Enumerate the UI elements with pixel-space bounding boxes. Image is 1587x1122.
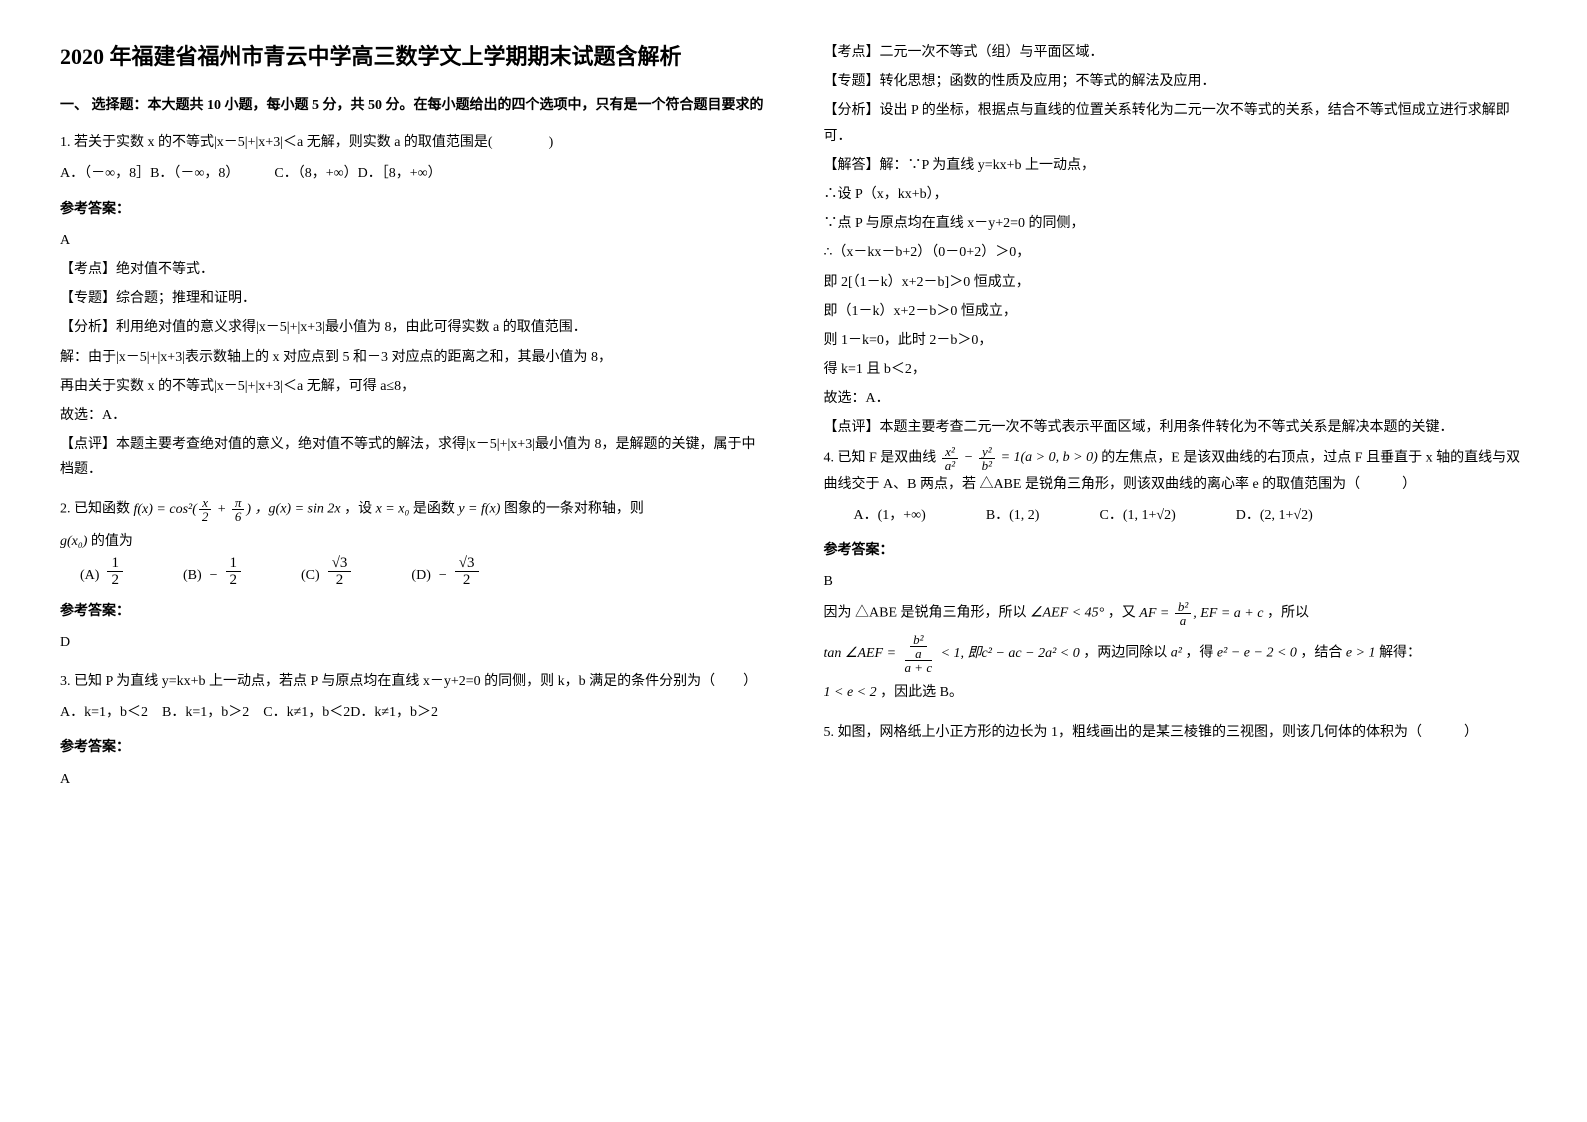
question-3: 3. 已知 P 为直线 y=kx+b 上一动点，若点 P 与原点均在直线 x－y… xyxy=(60,669,764,792)
q3-answer-label: 参考答案： xyxy=(60,735,764,760)
r-sol4: 即 2[（1－k）x+2－b]＞0 恒成立， xyxy=(824,270,1528,295)
q1-kaodian: 【考点】绝对值不等式． xyxy=(60,257,764,282)
q2-final: 的值为 xyxy=(91,534,133,549)
q3-text: 3. 已知 P 为直线 y=kx+b 上一动点，若点 P 与原点均在直线 x－y… xyxy=(60,669,764,694)
r-sol8: 故选：A． xyxy=(824,386,1528,411)
question-2: 2. 已知函数 f(x) = cos²(x2 + π6) ，g(x) = sin… xyxy=(60,496,764,655)
q1-text: 1. 若关于实数 x 的不等式|x－5|+|x+3|＜a 无解，则实数 a 的取… xyxy=(60,130,764,155)
q4-opt-d: D．(2, 1+√2) xyxy=(1236,503,1313,528)
r-sol5: 即（1－k）x+2－b＞0 恒成立， xyxy=(824,299,1528,324)
q4-text: 4. 已知 F 是双曲线 x²a² − y²b² = 1(a > 0, b > … xyxy=(824,445,1528,497)
r-sol2: ∵点 P 与原点均在直线 x－y+2=0 的同侧， xyxy=(824,211,1528,236)
q4-opt-c: C．(1, 1+√2) xyxy=(1099,503,1175,528)
r-dianping: 【点评】本题主要考查二元一次不等式表示平面区域，利用条件转化为不等式关系是解决本… xyxy=(824,415,1528,440)
q1-options: A．（－∞，8］B．（－∞，8） C．（8，+∞）D．［8，+∞） xyxy=(60,161,764,186)
q4-answer: B xyxy=(824,569,1528,594)
q2-gx: ，g(x) = sin 2x xyxy=(255,502,341,517)
q2-answer: D xyxy=(60,630,764,655)
q4-sol1: 因为 △ABE 是锐角三角形，所以 ∠AEF < 45° ，又 AF = b²a… xyxy=(824,600,1528,627)
section-header: 一、 选择题：本大题共 10 小题，每小题 5 分，共 50 分。在每小题给出的… xyxy=(60,93,764,118)
q1-fenxi: 【分析】利用绝对值的意义求得|x－5|+|x+3|最小值为 8，由此可得实数 a… xyxy=(60,315,764,340)
q2-gx0-line: g(x₀) 的值为 xyxy=(60,529,764,554)
r-sol1: ∴设 P（x，kx+b）， xyxy=(824,182,1528,207)
question-1: 1. 若关于实数 x 的不等式|x－5|+|x+3|＜a 无解，则实数 a 的取… xyxy=(60,130,764,482)
q4-options: A．(1，+∞) B．(1, 2) C．(1, 1+√2) D．(2, 1+√2… xyxy=(854,503,1528,528)
q5-text: 5. 如图，网格纸上小正方形的边长为 1，粗线画出的是某三棱锥的三视图，则该几何… xyxy=(824,720,1528,745)
q2-opt-b: (B) − 12 xyxy=(183,555,241,589)
q1-sol3: 故选：A． xyxy=(60,403,764,428)
q2-opt-a: (A) 12 xyxy=(80,555,123,589)
r-sol7: 得 k=1 且 b＜2， xyxy=(824,357,1528,382)
r-sol3: ∴（x－kx－b+2）（0－0+2）＞0， xyxy=(824,240,1528,265)
left-column: 2020 年福建省福州市青云中学高三数学文上学期期末试题含解析 一、 选择题：本… xyxy=(60,40,764,806)
q2-xeq: x = x₀ xyxy=(376,502,410,517)
q1-answer: A xyxy=(60,228,764,253)
r-sol-label: 【解答】解：∵P 为直线 y=kx+b 上一动点， xyxy=(824,153,1528,178)
r-sol6: 则 1－k=0，此时 2－b＞0， xyxy=(824,328,1528,353)
q4-sol3: 1 < e < 2 ，因此选 B。 xyxy=(824,680,1528,705)
q2-end: 图象的一条对称轴，则 xyxy=(504,502,644,517)
q3-answer: A xyxy=(60,767,764,792)
q1-sol2: 再由关于实数 x 的不等式|x－5|+|x+3|＜a 无解，可得 a≤8， xyxy=(60,374,764,399)
q2-gx0: g(x₀) xyxy=(60,534,87,549)
q3-options: A．k=1，b＜2 B．k=1，b＞2 C．k≠1，b＜2D．k≠1，b＞2 xyxy=(60,700,764,725)
question-4: 4. 已知 F 是双曲线 x²a² − y²b² = 1(a > 0, b > … xyxy=(824,445,1528,706)
r-fenxi: 【分析】设出 P 的坐标，根据点与直线的位置关系转化为二元一次不等式的关系，结合… xyxy=(824,98,1528,148)
q1-answer-label: 参考答案： xyxy=(60,197,764,222)
q2-options: (A) 12 (B) − 12 (C) √32 (D) − √32 xyxy=(80,555,764,589)
q4-opt-b: B．(1, 2) xyxy=(986,503,1040,528)
q2-opt-d: (D) − √32 xyxy=(411,555,478,589)
q1-dianping: 【点评】本题主要考查绝对值的意义，绝对值不等式的解法，求得|x－5|+|x+3|… xyxy=(60,432,764,482)
q4-opt-a: A．(1，+∞) xyxy=(854,503,926,528)
document-title: 2020 年福建省福州市青云中学高三数学文上学期期末试题含解析 xyxy=(60,40,764,73)
question-5: 5. 如图，网格纸上小正方形的边长为 1，粗线画出的是某三棱锥的三视图，则该几何… xyxy=(824,720,1528,745)
q2-yfx: y = f(x) xyxy=(458,502,500,517)
right-column: 【考点】二元一次不等式（组）与平面区域． 【专题】转化思想；函数的性质及应用；不… xyxy=(824,40,1528,806)
q4-answer-label: 参考答案： xyxy=(824,538,1528,563)
q4-sol2: tan ∠AEF = b²aa + c < 1, 即c² − ac − 2a² … xyxy=(824,633,1528,674)
q2-mid: ，设 xyxy=(344,502,372,517)
r-zhuanti: 【专题】转化思想；函数的性质及应用；不等式的解法及应用． xyxy=(824,69,1528,94)
q2-post: 是函数 xyxy=(413,502,455,517)
q4-equation: x²a² − y²b² = 1(a > 0, b > 0) xyxy=(940,450,1101,465)
r-kaodian: 【考点】二元一次不等式（组）与平面区域． xyxy=(824,40,1528,65)
q1-zhuanti: 【专题】综合题；推理和证明． xyxy=(60,286,764,311)
q2-opt-c: (C) √32 xyxy=(301,555,351,589)
q4-pre: 4. 已知 F 是双曲线 xyxy=(824,450,937,465)
q2-answer-label: 参考答案： xyxy=(60,599,764,624)
q1-sol1: 解：由于|x－5|+|x+3|表示数轴上的 x 对应点到 5 和－3 对应点的距… xyxy=(60,345,764,370)
q2-fx: f(x) = cos²(x2 + π6) xyxy=(134,502,255,517)
q2-pre: 2. 已知函数 xyxy=(60,502,130,517)
q2-text: 2. 已知函数 f(x) = cos²(x2 + π6) ，g(x) = sin… xyxy=(60,496,764,523)
